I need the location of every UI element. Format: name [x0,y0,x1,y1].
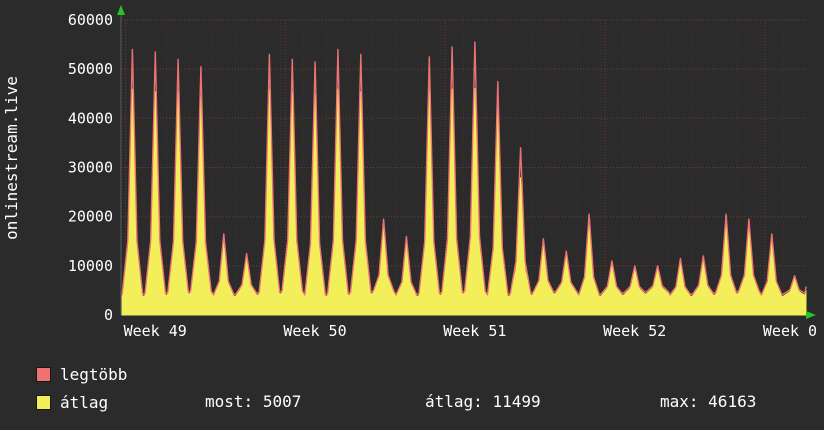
stat-atlag-label: átlag: [425,392,483,411]
x-week-label: Week 49 [124,322,187,340]
x-week-label: Week 50 [283,322,346,340]
series-legtobb-line [121,41,807,296]
stat-most: most: 5007 [205,392,301,412]
stat-max: max: 46163 [660,392,756,412]
legend-row-legtobb: legtöbb [36,364,127,384]
y-tick-label: 10000 [68,257,113,275]
y-axis-arrow-icon [117,5,125,15]
y-tick-label: 40000 [68,109,113,127]
stat-atlag-value: 11499 [492,392,541,411]
stat-most-label: most: [205,392,254,411]
y-tick-labels: 0 10000 20000 30000 40000 50000 60000 [68,11,113,324]
x-week-label: Week 0 [763,322,817,340]
legend: legtöbb átlag most: 5007 átlag: 11499 ma… [0,360,824,430]
y-tick-label: 50000 [68,60,113,78]
legend-swatch-legtobb [36,366,51,382]
y-tick-label: 30000 [68,159,113,177]
x-week-labels: Week 49 Week 50 Week 51 Week 52 Week 0 [124,322,817,340]
stat-max-value: 46163 [708,392,757,411]
x-axis-arrow-icon [806,311,816,319]
stat-max-label: max: [660,392,699,411]
grid [121,19,806,315]
legend-label-atlag: átlag [60,392,109,412]
legend-label-legtobb: legtöbb [60,364,128,384]
series-atlag-area [121,87,807,316]
x-week-label: Week 52 [603,322,666,340]
y-tick-label: 20000 [68,208,113,226]
stat-atlag: átlag: 11499 [425,392,541,412]
x-week-label: Week 51 [443,322,506,340]
legend-swatch-atlag [36,394,51,410]
legend-row-atlag: átlag most: 5007 átlag: 11499 max: 46163 [36,392,756,412]
y-tick-label: 0 [104,306,113,324]
y-tick-label: 60000 [68,11,113,29]
stat-most-value: 5007 [262,392,302,411]
